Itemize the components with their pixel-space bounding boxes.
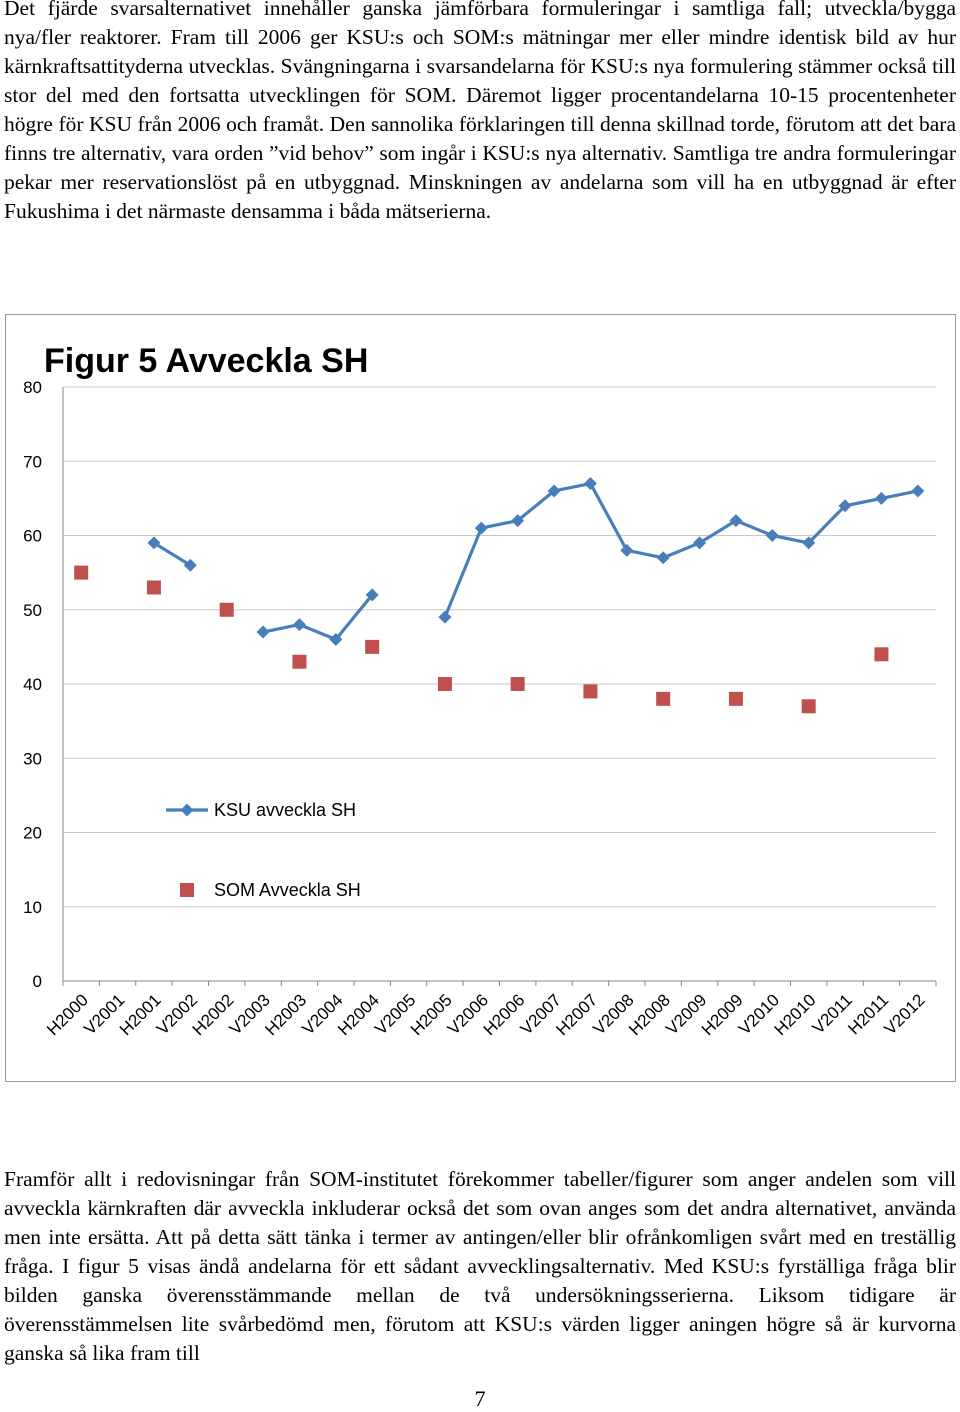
data-point <box>583 684 598 699</box>
x-tick-label: H2008 <box>625 990 674 1039</box>
x-tick-label: H2007 <box>552 990 601 1039</box>
data-point <box>802 536 816 550</box>
data-point <box>729 514 743 528</box>
x-tick-label: H2005 <box>407 990 456 1039</box>
data-point <box>438 610 452 624</box>
legend-marker <box>180 883 194 897</box>
legend-marker <box>180 803 194 817</box>
data-point <box>474 521 488 535</box>
data-point <box>437 677 452 691</box>
series-ksu <box>147 477 925 646</box>
data-point <box>292 654 307 669</box>
y-tick-label: 10 <box>23 898 42 917</box>
y-tick-label: 20 <box>23 824 42 843</box>
series-line-segment <box>153 541 192 567</box>
data-point <box>874 491 888 505</box>
x-tick-label: H2004 <box>334 990 383 1039</box>
data-point <box>329 632 343 646</box>
data-point <box>801 699 816 714</box>
y-tick-label: 70 <box>23 452 42 471</box>
data-point <box>874 647 889 662</box>
body-paragraph-bottom: Framför allt i redovisningar från SOM-in… <box>4 1167 956 1365</box>
legend-item: SOM Avveckla SH <box>180 880 361 900</box>
x-tick-label: H2006 <box>480 990 529 1039</box>
series-line-segment <box>443 481 919 618</box>
y-tick-label: 60 <box>23 527 42 546</box>
series-line-segment <box>262 593 374 642</box>
y-tick-label: 30 <box>23 749 42 768</box>
data-point <box>74 565 89 580</box>
data-point <box>838 499 852 513</box>
data-point <box>511 514 525 528</box>
chart-title: Figur 5 Avveckla SH <box>44 342 368 380</box>
x-tick-label: H2010 <box>771 990 820 1039</box>
data-point <box>547 484 561 498</box>
data-point <box>147 536 161 550</box>
data-point <box>183 558 197 572</box>
data-point <box>656 551 670 565</box>
data-point <box>583 477 597 491</box>
data-point <box>365 588 379 602</box>
y-tick-label: 80 <box>23 378 42 397</box>
data-point <box>620 543 634 557</box>
data-point <box>911 484 925 498</box>
x-tick-label: H2002 <box>189 990 238 1039</box>
y-tick-label: 40 <box>23 675 42 694</box>
data-point <box>219 602 234 617</box>
y-tick-label: 0 <box>33 972 42 991</box>
data-point <box>765 529 779 542</box>
data-point <box>693 536 707 550</box>
x-tick-label: H2009 <box>698 990 747 1039</box>
x-tick-label: H2003 <box>261 990 310 1039</box>
data-point <box>656 691 671 706</box>
page-number: 7 <box>474 1386 486 1411</box>
legend-label: SOM Avveckla SH <box>214 880 361 900</box>
grid-lines <box>63 386 936 982</box>
legend-item: KSU avveckla SH <box>166 800 356 820</box>
body-paragraph-top: Det fjärde svarsalternativet innehåller … <box>4 0 956 223</box>
legend-label: KSU avveckla SH <box>214 800 356 820</box>
axes: 01020304050607080H2000V2001H2001V2002H20… <box>23 378 937 1039</box>
data-point <box>292 618 306 632</box>
data-point <box>256 625 270 639</box>
line-chart: Figur 5 Avveckla SH 0 10 20 30 40 50 60 70 80 H20… <box>23 342 937 1039</box>
chart-figure-5: Figur 5 Avveckla SH 0 10 20 30 40 50 60 70 80 H20… <box>5 314 956 1082</box>
data-point <box>510 677 525 691</box>
x-tick-label: V2012 <box>880 990 928 1038</box>
data-point <box>728 691 743 706</box>
data-series <box>74 477 925 714</box>
series-som <box>74 565 889 714</box>
x-tick-label: H2001 <box>116 990 165 1039</box>
y-tick-label: 50 <box>23 601 42 620</box>
data-point <box>146 580 161 595</box>
data-point <box>365 639 380 654</box>
x-tick-label: H2000 <box>43 990 92 1039</box>
chart-legend: KSU avveckla SH SOM Avveckla SH <box>166 800 361 900</box>
